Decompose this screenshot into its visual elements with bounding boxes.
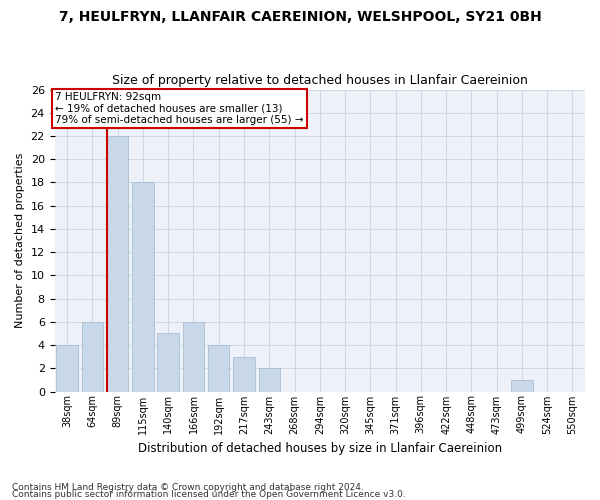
Bar — [157, 334, 179, 392]
Bar — [511, 380, 533, 392]
Bar — [233, 356, 255, 392]
Bar — [56, 345, 78, 392]
Text: 7, HEULFRYN, LLANFAIR CAEREINION, WELSHPOOL, SY21 0BH: 7, HEULFRYN, LLANFAIR CAEREINION, WELSHP… — [59, 10, 541, 24]
Title: Size of property relative to detached houses in Llanfair Caereinion: Size of property relative to detached ho… — [112, 74, 528, 87]
X-axis label: Distribution of detached houses by size in Llanfair Caereinion: Distribution of detached houses by size … — [138, 442, 502, 455]
Bar — [132, 182, 154, 392]
Bar — [82, 322, 103, 392]
Bar — [107, 136, 128, 392]
Y-axis label: Number of detached properties: Number of detached properties — [15, 153, 25, 328]
Bar — [259, 368, 280, 392]
Text: 7 HEULFRYN: 92sqm
← 19% of detached houses are smaller (13)
79% of semi-detached: 7 HEULFRYN: 92sqm ← 19% of detached hous… — [55, 92, 304, 125]
Text: Contains public sector information licensed under the Open Government Licence v3: Contains public sector information licen… — [12, 490, 406, 499]
Bar — [208, 345, 229, 392]
Bar — [183, 322, 204, 392]
Text: Contains HM Land Registry data © Crown copyright and database right 2024.: Contains HM Land Registry data © Crown c… — [12, 484, 364, 492]
